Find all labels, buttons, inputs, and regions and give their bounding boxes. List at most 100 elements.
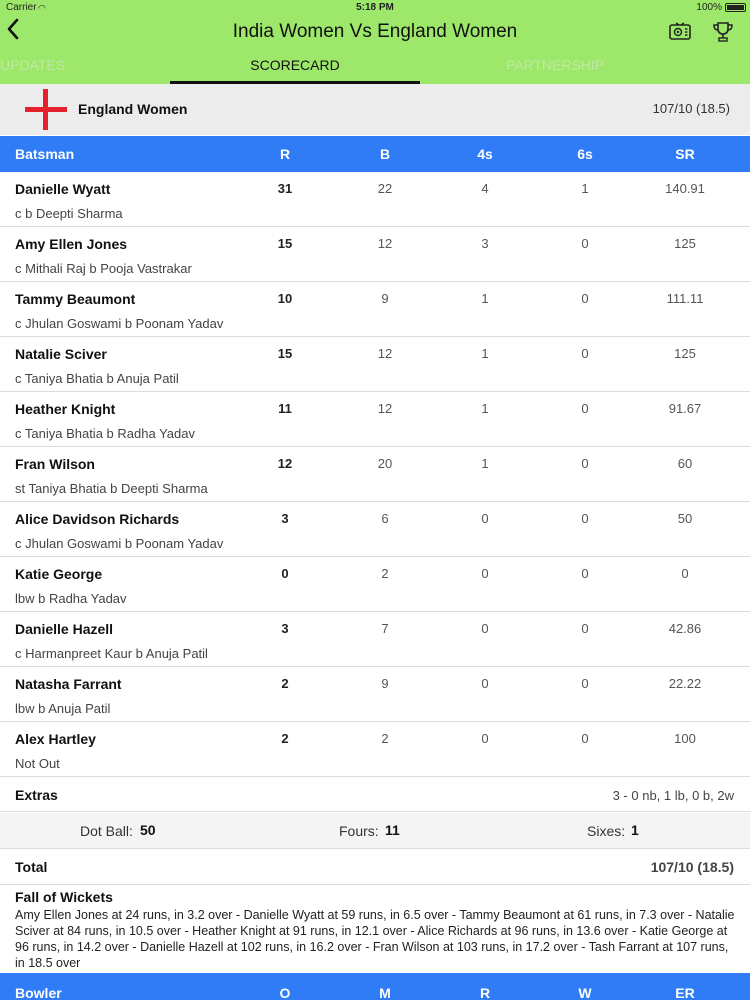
balls: 9 xyxy=(381,676,389,691)
col-fours: 4s xyxy=(477,146,493,162)
sixes: 0 xyxy=(581,511,589,526)
fours: 1 xyxy=(481,401,489,416)
strike-rate: 50 xyxy=(677,511,693,526)
fours: 4 xyxy=(481,181,489,196)
extras-row: Extras 3 - 0 nb, 1 lb, 0 b, 2w xyxy=(0,777,750,812)
strike-rate: 100 xyxy=(674,731,696,746)
live-tv-button[interactable] xyxy=(668,20,692,44)
fours: 0 xyxy=(481,621,489,636)
nav-bar: India Women Vs England Women xyxy=(0,16,750,48)
dismissal-text: c Taniya Bhatia b Radha Yadav xyxy=(15,426,195,441)
fours: 0 xyxy=(481,731,489,746)
batsman-name: Danielle Wyatt xyxy=(15,181,111,197)
runs: 0 xyxy=(281,566,289,581)
fours: 3 xyxy=(481,236,489,251)
runs: 31 xyxy=(277,181,293,196)
balls: 2 xyxy=(381,731,389,746)
balls: 20 xyxy=(377,456,393,471)
trophy-button[interactable] xyxy=(711,20,735,44)
fall-of-wickets: Fall of Wickets Amy Ellen Jones at 24 ru… xyxy=(0,886,750,973)
batsman-row: Danielle Wyatt c b Deepti Sharma 31 22 4… xyxy=(0,172,750,227)
strike-rate: 42.86 xyxy=(668,621,702,636)
strike-rate: 125 xyxy=(674,236,696,251)
fours: 0 xyxy=(481,676,489,691)
col-strike-rate: SR xyxy=(675,146,695,162)
sixes: 0 xyxy=(581,676,589,691)
total-value: 107/10 (18.5) xyxy=(650,859,734,875)
dismissal-text: Not Out xyxy=(15,756,60,771)
batsman-row: Amy Ellen Jones c Mithali Raj b Pooja Va… xyxy=(0,227,750,282)
sixes-value: 1 xyxy=(631,822,639,838)
tab-partnership[interactable]: PARTNERSHIP xyxy=(505,57,605,73)
col-bowler: Bowler xyxy=(15,985,62,1000)
tv-icon xyxy=(669,22,691,40)
fours-value: 11 xyxy=(385,822,400,838)
batsman-row: Heather Knight c Taniya Bhatia b Radha Y… xyxy=(0,392,750,447)
dismissal-text: lbw b Radha Yadav xyxy=(15,591,127,606)
back-button[interactable] xyxy=(6,18,26,46)
sixes: 0 xyxy=(581,236,589,251)
dismissal-text: st Taniya Bhatia b Deepti Sharma xyxy=(15,481,208,496)
batsman-name: Amy Ellen Jones xyxy=(15,236,128,252)
fours: 1 xyxy=(481,346,489,361)
balls: 12 xyxy=(377,346,393,361)
batsman-row: Katie George lbw b Radha Yadav 0 2 0 0 0 xyxy=(0,557,750,612)
battery-percent: 100% xyxy=(696,2,722,13)
col-balls: B xyxy=(379,146,391,162)
tab-updates[interactable]: UPDATES xyxy=(0,57,66,73)
batsman-name: Natasha Farrant xyxy=(15,676,122,692)
balls: 12 xyxy=(377,236,393,251)
team-header: England Women 107/10 (18.5) xyxy=(0,84,750,135)
fours: 1 xyxy=(481,456,489,471)
summary-row: Dot Ball: 50 Fours: 11 Sixes: 1 xyxy=(0,813,750,849)
runs: 2 xyxy=(281,731,289,746)
carrier-label: Carrier xyxy=(6,2,37,13)
status-bar: Carrier ◠ 5:18 PM 100% xyxy=(0,0,750,16)
col-economy: ER xyxy=(675,985,695,1000)
col-runs-conceded: R xyxy=(479,985,491,1000)
chevron-left-icon xyxy=(7,18,19,40)
runs: 3 xyxy=(281,511,289,526)
strike-rate: 22.22 xyxy=(668,676,702,691)
batting-list: Danielle Wyatt c b Deepti Sharma 31 22 4… xyxy=(0,172,750,777)
runs: 15 xyxy=(277,346,293,361)
sixes: 0 xyxy=(581,621,589,636)
balls: 9 xyxy=(381,291,389,306)
total-row: Total 107/10 (18.5) xyxy=(0,850,750,885)
sixes: 0 xyxy=(581,456,589,471)
fall-of-wickets-text: Amy Ellen Jones at 24 runs, in 3.2 over … xyxy=(15,908,735,970)
runs: 2 xyxy=(281,676,289,691)
bowling-table-header: Bowler O M R W ER xyxy=(0,973,750,1000)
batsman-row: Alex Hartley Not Out 2 2 0 0 100 xyxy=(0,722,750,777)
page-title: India Women Vs England Women xyxy=(232,21,518,42)
fours: 0 xyxy=(481,566,489,581)
col-runs: R xyxy=(279,146,291,162)
sixes: 0 xyxy=(581,401,589,416)
team-score: 107/10 (18.5) xyxy=(652,101,730,116)
dismissal-text: c b Deepti Sharma xyxy=(15,206,123,221)
batsman-name: Natalie Sciver xyxy=(15,346,107,362)
tab-scorecard[interactable]: SCORECARD xyxy=(250,57,340,73)
batsman-row: Natasha Farrant lbw b Anuja Patil 2 9 0 … xyxy=(0,667,750,722)
balls: 2 xyxy=(381,566,389,581)
runs: 3 xyxy=(281,621,289,636)
batsman-name: Alice Davidson Richards xyxy=(15,511,180,527)
team-name: England Women xyxy=(78,101,188,117)
fours: 0 xyxy=(481,511,489,526)
batsman-name: Tammy Beaumont xyxy=(15,291,136,307)
col-sixes: 6s xyxy=(577,146,593,162)
strike-rate: 140.91 xyxy=(665,181,705,196)
balls: 22 xyxy=(377,181,393,196)
wifi-icon: ◠ xyxy=(38,3,46,13)
runs: 11 xyxy=(278,401,292,416)
extras-value: 3 - 0 nb, 1 lb, 0 b, 2w xyxy=(612,788,734,803)
fours-label: Fours: xyxy=(339,823,379,839)
balls: 6 xyxy=(381,511,389,526)
status-time: 5:18 PM xyxy=(356,2,394,13)
dismissal-text: c Taniya Bhatia b Anuja Patil xyxy=(15,371,179,386)
sixes-label: Sixes: xyxy=(587,823,626,839)
col-overs: O xyxy=(279,985,291,1000)
balls: 12 xyxy=(377,401,393,416)
active-tab-indicator xyxy=(170,81,420,84)
balls: 7 xyxy=(381,621,389,636)
